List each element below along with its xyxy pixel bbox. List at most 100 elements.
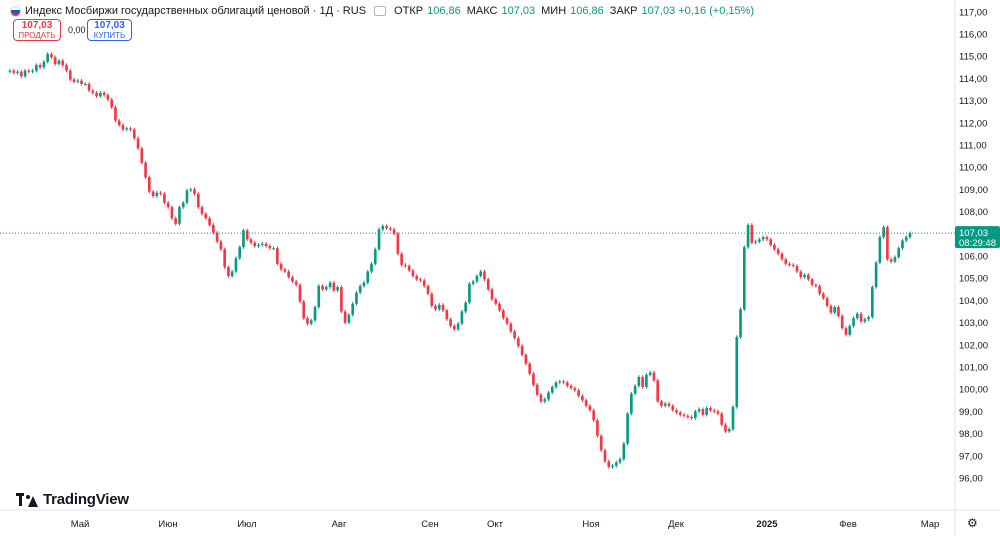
candle-body <box>181 202 185 208</box>
ohlc-open-label: ОТКР <box>394 5 424 17</box>
y-tick-label: 96,00 <box>959 474 983 485</box>
candle-body <box>626 413 629 444</box>
candle-body <box>663 403 667 406</box>
candle-body <box>392 229 396 234</box>
candle-body <box>686 415 690 417</box>
candle-body <box>125 128 129 130</box>
candle-body <box>80 80 83 84</box>
candle-body <box>554 382 558 387</box>
candle-body <box>769 239 772 245</box>
candle-body <box>618 459 622 463</box>
y-tick-label: 114,00 <box>959 74 987 85</box>
candle-body <box>637 376 641 386</box>
candle-body <box>437 304 441 310</box>
candle-body <box>264 243 268 247</box>
buy-button[interactable]: 107,03 КУПИТЬ <box>87 19 132 41</box>
candle-body <box>347 314 351 323</box>
y-tick-label: 108,00 <box>959 207 988 218</box>
candle-body <box>65 65 68 71</box>
candle-body <box>897 248 901 258</box>
candle-body <box>863 319 867 322</box>
candle-body <box>343 311 347 323</box>
candle-body <box>694 411 697 419</box>
tradingview-brand[interactable]: TradingView <box>16 491 129 508</box>
candle-body <box>599 435 603 451</box>
visibility-toggle-icon[interactable] <box>374 6 387 16</box>
candle-body <box>204 213 208 219</box>
candle-body <box>833 307 837 313</box>
candle-body <box>193 189 196 194</box>
candle-body <box>441 304 445 311</box>
candle-body <box>709 408 712 411</box>
candle-body <box>185 190 189 203</box>
candle-body <box>422 280 426 286</box>
candle-body <box>660 401 663 406</box>
candle-body <box>788 263 791 265</box>
candle-body <box>212 224 215 233</box>
candle-body <box>276 248 279 264</box>
candle-body <box>245 230 249 240</box>
candle-body <box>656 380 660 402</box>
candle-body <box>61 60 65 66</box>
sell-button[interactable]: 107,03 ПРОДАТЬ <box>13 19 61 41</box>
candle-body <box>671 405 675 411</box>
candle-body <box>818 285 821 294</box>
x-tick-label: Авг <box>332 519 347 530</box>
candle-body <box>35 65 38 71</box>
candle-body <box>415 275 419 280</box>
candle-body <box>505 318 509 324</box>
y-tick-label: 103,00 <box>959 318 988 329</box>
candle-body <box>486 279 490 290</box>
candle-body <box>739 309 742 338</box>
candle-body <box>234 258 238 272</box>
candle-body <box>562 381 565 383</box>
candle-body <box>83 83 87 85</box>
candle-body <box>584 400 588 406</box>
candle-body <box>829 305 833 313</box>
x-tick-label: Май <box>71 519 90 530</box>
candle-body <box>140 148 144 163</box>
candle-body <box>389 228 392 230</box>
candle-body <box>773 244 776 250</box>
candle-body <box>332 282 336 291</box>
candle-body <box>825 298 829 306</box>
candle-body <box>291 277 294 282</box>
candle-body <box>381 226 385 230</box>
candle-body <box>362 282 366 286</box>
candle-body <box>99 92 102 97</box>
gear-icon[interactable]: ⚙ <box>967 516 978 530</box>
candle-body <box>483 271 486 280</box>
candle-body <box>407 265 411 271</box>
symbol-title[interactable]: Индекс Мосбиржи государственных облигаци… <box>25 5 367 17</box>
y-tick-label: 102,00 <box>959 340 988 351</box>
y-tick-label: 109,00 <box>959 185 988 196</box>
candle-body <box>697 409 701 412</box>
y-tick-label: 100,00 <box>959 385 988 396</box>
candle-body <box>524 354 528 364</box>
candle-body <box>498 303 501 311</box>
candle-body <box>445 310 449 320</box>
candle-body <box>641 376 644 387</box>
candle-body <box>520 345 524 355</box>
candle-body <box>855 313 859 319</box>
candle-body <box>904 237 908 241</box>
candle-body <box>577 390 580 396</box>
candle-body <box>652 372 656 381</box>
candle-body <box>242 230 245 248</box>
candle-body <box>53 57 57 64</box>
x-tick-label: Июл <box>237 519 256 530</box>
ohlc-open-value: 106,86 <box>427 5 461 17</box>
candle-body <box>882 227 885 238</box>
x-tick-label: Дек <box>668 519 685 530</box>
candle-body <box>358 285 362 293</box>
candle-body <box>746 224 750 248</box>
candle-body <box>471 281 475 284</box>
candle-body <box>106 95 110 100</box>
candle-body <box>558 381 562 383</box>
candle-body <box>121 125 125 130</box>
candle-body <box>479 271 483 276</box>
candle-body <box>8 70 12 72</box>
candle-body <box>102 92 106 96</box>
candle-body <box>566 382 569 386</box>
